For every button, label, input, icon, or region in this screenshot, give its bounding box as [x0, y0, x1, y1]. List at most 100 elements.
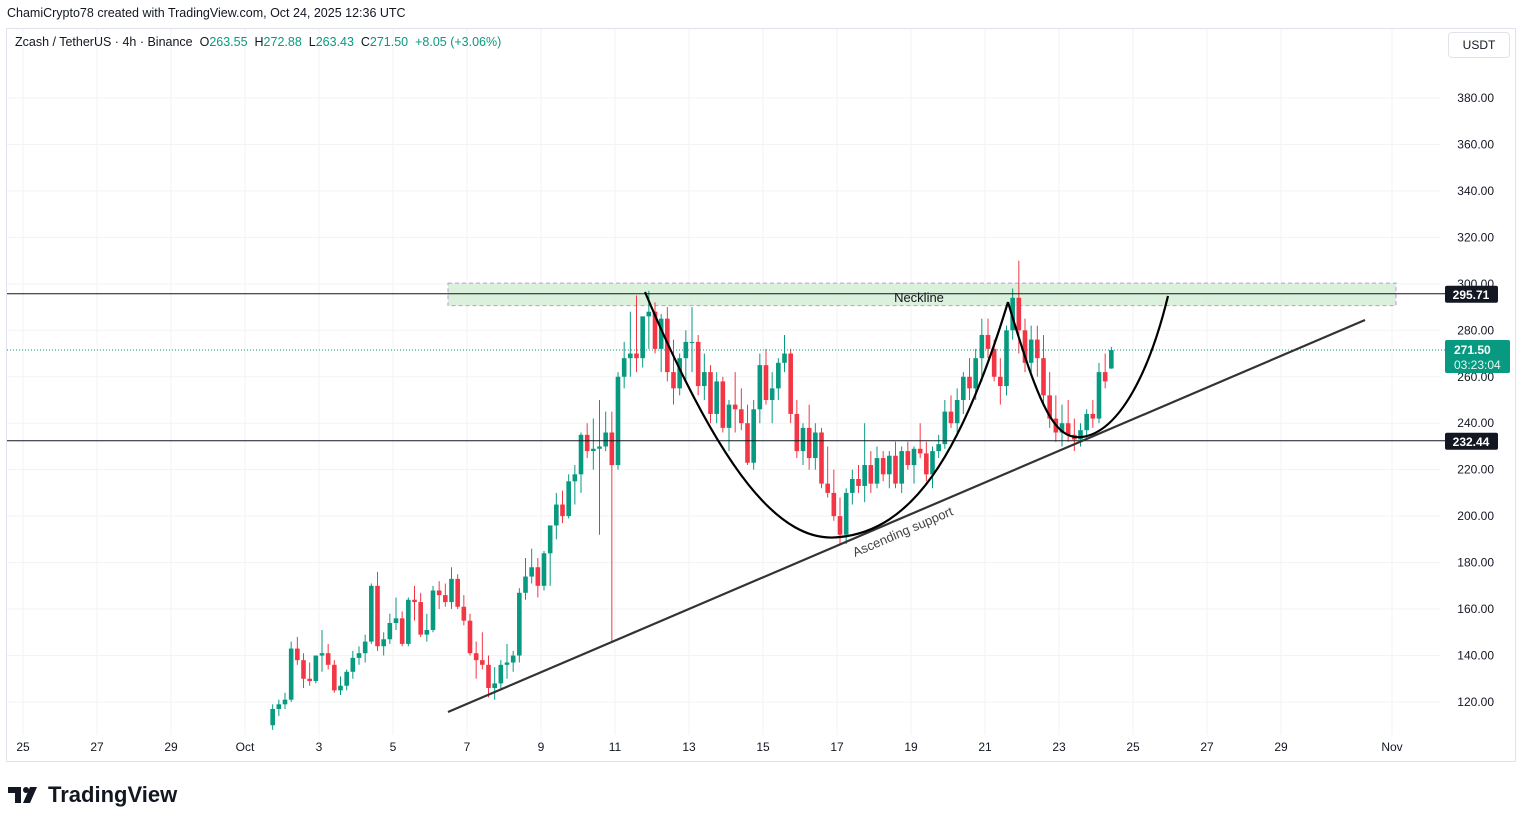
candle — [652, 302, 658, 354]
candle — [757, 353, 763, 424]
candle-body — [973, 358, 978, 389]
countdown-text: 03:23:04 — [1454, 358, 1501, 372]
candle-body — [406, 599, 411, 644]
candle-body — [1059, 423, 1065, 433]
candle — [1102, 353, 1108, 389]
candle — [566, 474, 571, 519]
candle-body — [628, 353, 633, 359]
time-tick: 3 — [316, 740, 323, 754]
candle — [313, 655, 319, 684]
candle — [880, 451, 886, 482]
time-tick: 17 — [830, 740, 844, 754]
candle-body — [757, 365, 763, 410]
candle — [621, 341, 627, 389]
open-value: 263.55 — [209, 35, 248, 49]
candle-body — [486, 664, 491, 689]
candle-body — [1109, 350, 1114, 369]
candle-body — [732, 404, 738, 410]
candle-body — [393, 618, 399, 623]
candle-body — [492, 683, 497, 689]
logo-text: TradingView — [48, 782, 178, 807]
candle — [541, 550, 547, 591]
candle — [591, 418, 596, 470]
candle — [695, 334, 701, 396]
price-badge — [1445, 285, 1498, 303]
candle-body — [1078, 430, 1083, 440]
candle-body — [782, 353, 787, 363]
time-tick: 9 — [538, 740, 545, 754]
candle-body — [1022, 330, 1028, 363]
time-tick: 27 — [1200, 740, 1214, 754]
candle-body — [387, 622, 393, 640]
candle — [868, 451, 874, 493]
candle — [480, 632, 485, 670]
price-axis[interactable]: 120.00 140.00 160.00 180.00 200.00 220.00 240.… — [1457, 91, 1494, 709]
candle-body — [356, 653, 362, 658]
candle — [874, 446, 880, 489]
candle-body — [547, 525, 553, 554]
candle — [628, 311, 633, 377]
price-tick: 380.00 — [1457, 91, 1494, 105]
candle — [523, 557, 528, 600]
candle — [301, 653, 306, 689]
candle — [850, 469, 855, 505]
candle — [517, 588, 522, 663]
candle — [406, 597, 411, 647]
candle-body — [825, 483, 830, 493]
candle-body — [603, 432, 608, 447]
candle-body — [1065, 423, 1071, 435]
candle-body — [671, 372, 676, 389]
price-tick: 260.00 — [1457, 370, 1494, 384]
candle-body — [455, 578, 460, 607]
candle-body — [1102, 372, 1108, 382]
candle — [381, 632, 386, 656]
candle — [794, 399, 800, 459]
candle — [295, 636, 300, 665]
candle — [658, 314, 664, 373]
time-axis[interactable]: 25 27 29 Oct 3 5 7 9 11 13 15 17 19 21 23 25 27 29 Nov — [16, 740, 1402, 754]
candle-body — [609, 432, 615, 466]
candle-body — [942, 411, 948, 445]
candle — [1041, 334, 1046, 405]
candle — [338, 676, 343, 696]
tradingview-logo-icon — [8, 787, 37, 803]
candle — [399, 611, 405, 647]
candle — [843, 488, 849, 545]
candle — [276, 699, 282, 716]
candle — [708, 365, 713, 424]
candle-body — [850, 478, 855, 493]
candle — [893, 441, 898, 489]
candle-body — [350, 657, 356, 672]
candle-body — [307, 678, 312, 682]
candle-body — [270, 708, 275, 726]
time-tick: 19 — [904, 740, 918, 754]
tradingview-logo[interactable]: TradingView — [8, 782, 177, 808]
price-tick: 120.00 — [1457, 695, 1494, 709]
candle — [899, 446, 904, 493]
candle-body — [893, 455, 898, 484]
candle-body — [554, 504, 559, 526]
last-price-badge — [1445, 340, 1510, 374]
candle-body — [295, 648, 300, 661]
candle-body — [1004, 330, 1009, 387]
candle — [683, 330, 689, 382]
candle — [467, 613, 473, 656]
candle-body — [985, 334, 991, 349]
currency-button[interactable]: USDT — [1448, 32, 1510, 58]
candle — [924, 441, 929, 482]
candle — [1090, 399, 1096, 428]
candle — [529, 548, 534, 584]
candle — [930, 446, 935, 489]
candle-body — [769, 388, 775, 400]
candle — [954, 388, 960, 433]
candle-body — [794, 413, 800, 452]
candle-body — [726, 404, 732, 428]
candle-body — [467, 620, 473, 654]
candle-body — [436, 590, 442, 596]
candle-body — [677, 358, 682, 389]
candle-body — [843, 492, 849, 535]
change-value: +8.05 (+3.06%) — [415, 35, 502, 49]
price-tick: 160.00 — [1457, 602, 1494, 616]
candle-body — [1035, 339, 1040, 359]
